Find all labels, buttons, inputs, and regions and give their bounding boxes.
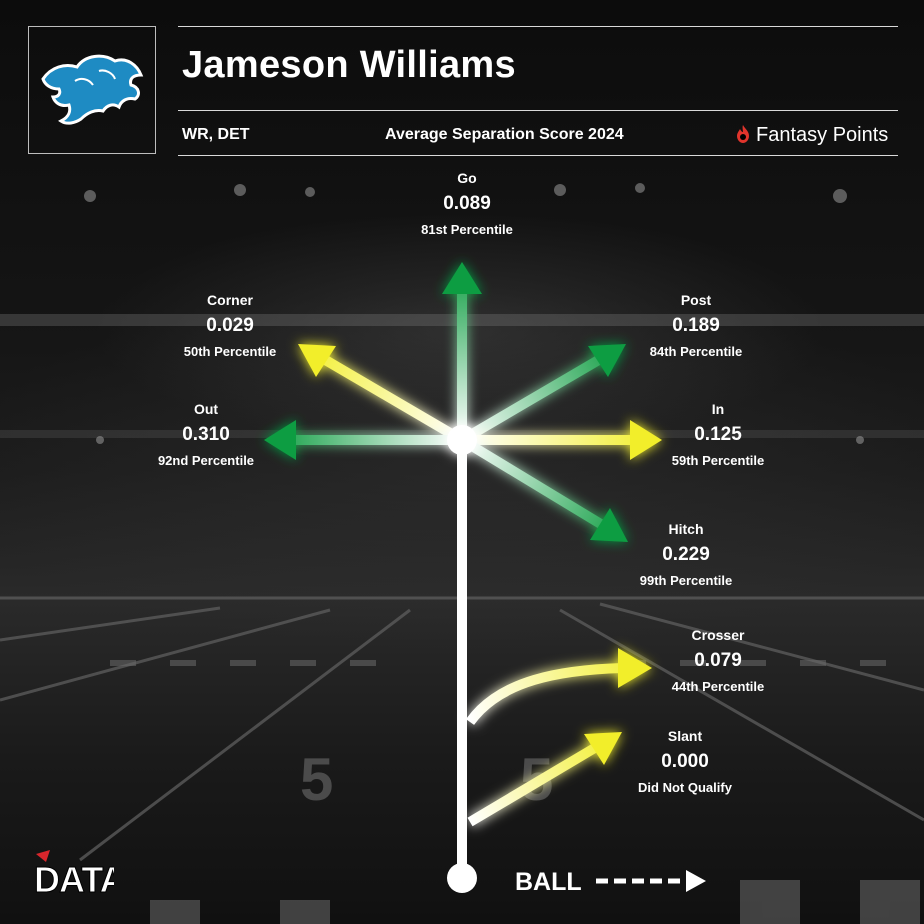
route-name: Crosser [691, 627, 745, 643]
ball-marker [447, 863, 477, 893]
route-percentile: 59th Percentile [671, 453, 765, 468]
hitch-route-label: Hitch 0.229 99th Percentile [606, 521, 766, 588]
route-value: 0.229 [662, 544, 710, 565]
route-name: Out [193, 401, 219, 417]
team-logo-frame [28, 26, 156, 154]
ball-label: BALL [515, 868, 582, 896]
in-route-label: In 0.125 59th Percentile [638, 401, 798, 468]
flame-icon [737, 125, 749, 143]
metric-title: Average Separation Score 2024 [385, 126, 624, 143]
route-value: 0.089 [443, 193, 491, 214]
route-percentile: 84th Percentile [649, 344, 743, 359]
route-percentile: 99th Percentile [639, 573, 733, 588]
crosser-route-label: Crosser 0.079 44th Percentile [638, 627, 798, 694]
route-value: 0.310 [182, 424, 230, 445]
header-rule-top [178, 26, 898, 27]
route-value: 0.029 [206, 315, 254, 336]
route-name: Hitch [668, 521, 704, 537]
position-team: WR, DET [182, 126, 250, 143]
out-route-label: Out 0.310 92nd Percentile [126, 401, 286, 468]
brand-name: Fantasy Points [756, 124, 889, 146]
crosser-route-arrow [465, 648, 652, 726]
route-value: 0.079 [694, 650, 742, 671]
slant-route-label: Slant 0.000 Did Not Qualify [605, 728, 765, 795]
go-route-label: Go 0.089 81st Percentile [387, 170, 547, 237]
route-name: Corner [207, 292, 253, 308]
out-route-arrow [264, 420, 462, 460]
header-rule-bottom [178, 155, 898, 156]
header-rule-middle [178, 110, 898, 111]
field-number: 5 [300, 746, 333, 813]
route-value: 0.125 [694, 424, 742, 445]
route-percentile: 81st Percentile [421, 222, 513, 237]
post-route-arrow [459, 344, 626, 445]
route-name: Post [680, 292, 712, 308]
lion-logo [41, 54, 144, 125]
svg-text:DATA: DATA [34, 859, 114, 898]
hash-marks [110, 660, 920, 924]
go-route-arrow [442, 262, 482, 440]
post-route-label: Post 0.189 84th Percentile [616, 292, 776, 359]
slant-route-arrow [467, 732, 622, 827]
route-name: Slant [667, 728, 703, 744]
route-value: 0.000 [661, 751, 709, 772]
route-percentile: 92nd Percentile [157, 453, 255, 468]
route-junction [447, 425, 477, 455]
corner-route-arrow [298, 344, 465, 445]
route-value: 0.189 [672, 315, 720, 336]
brand-logo: Fantasy Points [736, 124, 888, 147]
ball-direction-arrow [596, 870, 706, 892]
in-route-arrow [462, 420, 662, 460]
route-percentile: 44th Percentile [671, 679, 765, 694]
hitch-route-arrow [459, 435, 628, 542]
data-watermark: DATA [34, 850, 114, 898]
corner-route-label: Corner 0.029 50th Percentile [150, 292, 310, 359]
route-percentile: 50th Percentile [183, 344, 277, 359]
player-name: Jameson Williams [182, 44, 516, 86]
route-name: Go [457, 170, 477, 186]
route-percentile: Did Not Qualify [638, 780, 732, 795]
route-name: In [711, 401, 725, 417]
